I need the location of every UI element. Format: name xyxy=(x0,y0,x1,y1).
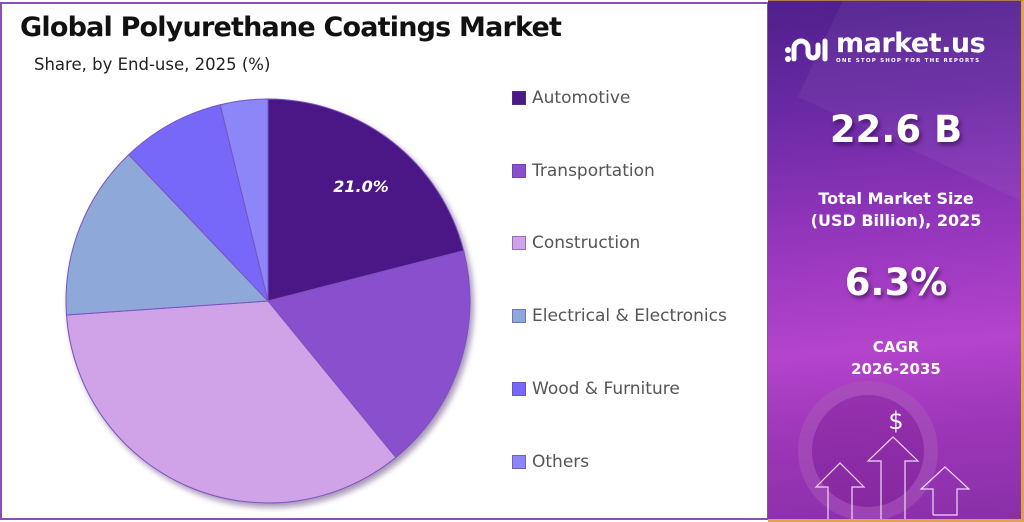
chart-subtitle: Share, by End-use, 2025 (%) xyxy=(34,55,271,74)
legend-item-electrical-electronics[interactable]: Electrical & Electronics xyxy=(512,306,727,326)
legend-item-wood-furniture[interactable]: Wood & Furniture xyxy=(512,379,680,399)
legend-item-automotive[interactable]: Automotive xyxy=(512,88,630,108)
brand-tagline: ONE STOP SHOP FOR THE REPORTS xyxy=(836,58,981,64)
growth-arrows-icon: $ xyxy=(814,407,971,519)
legend-swatch-icon xyxy=(512,309,526,323)
legend-label: Wood & Furniture xyxy=(532,379,680,399)
legend-item-transportation[interactable]: Transportation xyxy=(512,161,655,181)
legend-label: Electrical & Electronics xyxy=(532,306,727,326)
legend-label: Construction xyxy=(532,233,641,253)
cagr-caption: CAGR 2026-2035 xyxy=(768,336,1021,380)
chart-title: Global Polyurethane Coatings Market xyxy=(20,12,562,43)
market-size-caption: Total Market Size (USD Billion), 2025 xyxy=(768,188,1021,232)
legend-label: Transportation xyxy=(532,161,655,181)
pie-slice-construction[interactable] xyxy=(65,300,397,504)
pie-chart: 21.0% xyxy=(65,98,471,504)
market-size-caption-line2: (USD Billion), 2025 xyxy=(810,211,982,230)
market-size-caption-line1: Total Market Size xyxy=(818,189,974,208)
market-us-logo-icon xyxy=(785,38,828,62)
pie-slice-automotive[interactable] xyxy=(267,98,465,302)
legend-swatch-icon xyxy=(512,91,526,105)
summary-sidebar: market.us ONE STOP SHOP FOR THE REPORTS … xyxy=(768,0,1024,522)
cagr-caption-line1: CAGR xyxy=(872,338,920,356)
legend-swatch-icon xyxy=(512,455,526,469)
pie-slice-others[interactable] xyxy=(219,98,269,302)
pie-data-label: 21.0% xyxy=(333,177,389,196)
legend-swatch-icon xyxy=(512,164,526,178)
pie-slice-electrical-electronics[interactable] xyxy=(65,153,270,316)
brand-name: market.us xyxy=(836,28,986,59)
legend-swatch-icon xyxy=(512,236,526,250)
legend-swatch-icon xyxy=(512,382,526,396)
cagr-caption-line2: 2026-2035 xyxy=(851,360,941,378)
market-size-value: 22.6 B xyxy=(829,108,963,151)
pie-slice-transportation[interactable] xyxy=(267,250,471,459)
dollar-icon: $ xyxy=(888,407,903,435)
legend-item-others[interactable]: Others xyxy=(512,452,589,472)
legend-label: Automotive xyxy=(532,88,631,108)
brand-logo[interactable]: market.us ONE STOP SHOP FOR THE REPORTS xyxy=(784,28,986,64)
legend-label: Others xyxy=(532,452,590,472)
pie-slice-wood-furniture[interactable] xyxy=(128,104,269,303)
cagr-value: 6.3% xyxy=(844,261,948,304)
legend-item-construction[interactable]: Construction xyxy=(512,233,640,253)
